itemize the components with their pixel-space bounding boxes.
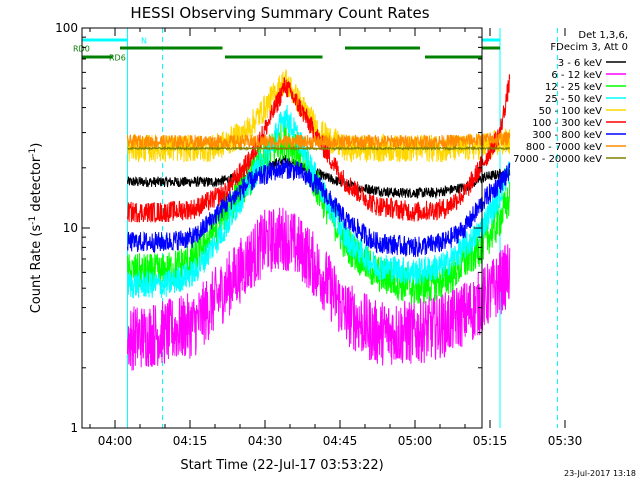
series-line-5 [127, 69, 511, 163]
flag-bars: N RD0 RD6 [73, 37, 500, 63]
y-tick-label-2: 10 [63, 221, 78, 235]
axis-ticks: 1 10 100 04:00 04:15 04:30 04:45 05:00 05:15 05:3… [55, 21, 582, 448]
series-line-6 [127, 74, 511, 223]
series-line-7 [127, 158, 511, 258]
series-group [127, 69, 511, 371]
flag-label-rd0: RD0 [73, 45, 90, 54]
x-tick-label-3: 04:30 [248, 434, 283, 448]
legend-label-6: 100 - 300 keV [532, 118, 602, 129]
flag-label-rd6: RD6 [109, 54, 126, 63]
legend-label-5: 50 - 100 keV [539, 106, 603, 117]
y-tick-label-3: 100 [55, 21, 78, 35]
legend-label-4: 25 - 50 keV [545, 94, 602, 105]
chart-title: HESSI Observing Summary Count Rates [130, 4, 429, 22]
legend-label-1: 3 - 6 keV [558, 58, 602, 69]
x-tick-label-6: 05:15 [473, 434, 508, 448]
x-axis-label: Start Time (22-Jul-17 03:53:22) [180, 458, 383, 473]
series-line-2 [127, 207, 511, 371]
x-tick-label-5: 05:00 [398, 434, 433, 448]
y-tick-label-1: 1 [70, 421, 78, 435]
series-line-8 [127, 131, 511, 151]
series-line-9 [127, 145, 511, 152]
legend-label-8: 800 - 7000 keV [526, 142, 602, 153]
x-tick-label-1: 04:00 [98, 434, 133, 448]
flag-label-n: N [141, 37, 147, 46]
legend-label-2: 6 - 12 keV [551, 70, 602, 81]
legend-header-1: Det 1,3,6, [578, 30, 628, 41]
x-tick-label-2: 04:15 [173, 434, 208, 448]
time-marker-lines [127, 28, 558, 428]
x-tick-label-4: 04:45 [323, 434, 358, 448]
footer-date: 23-Jul-2017 13:18 [564, 469, 636, 478]
legend-label-7: 300 - 800 keV [532, 130, 602, 141]
y-axis-label: Count Rate (s-1 detector-1) [28, 143, 44, 314]
x-tick-label-7: 05:30 [548, 434, 583, 448]
legend-header-2: FDecim 3, Att 0 [550, 42, 628, 53]
legend-label-9: 7000 - 20000 keV [513, 154, 602, 165]
legend-label-3: 12 - 25 keV [545, 82, 602, 93]
